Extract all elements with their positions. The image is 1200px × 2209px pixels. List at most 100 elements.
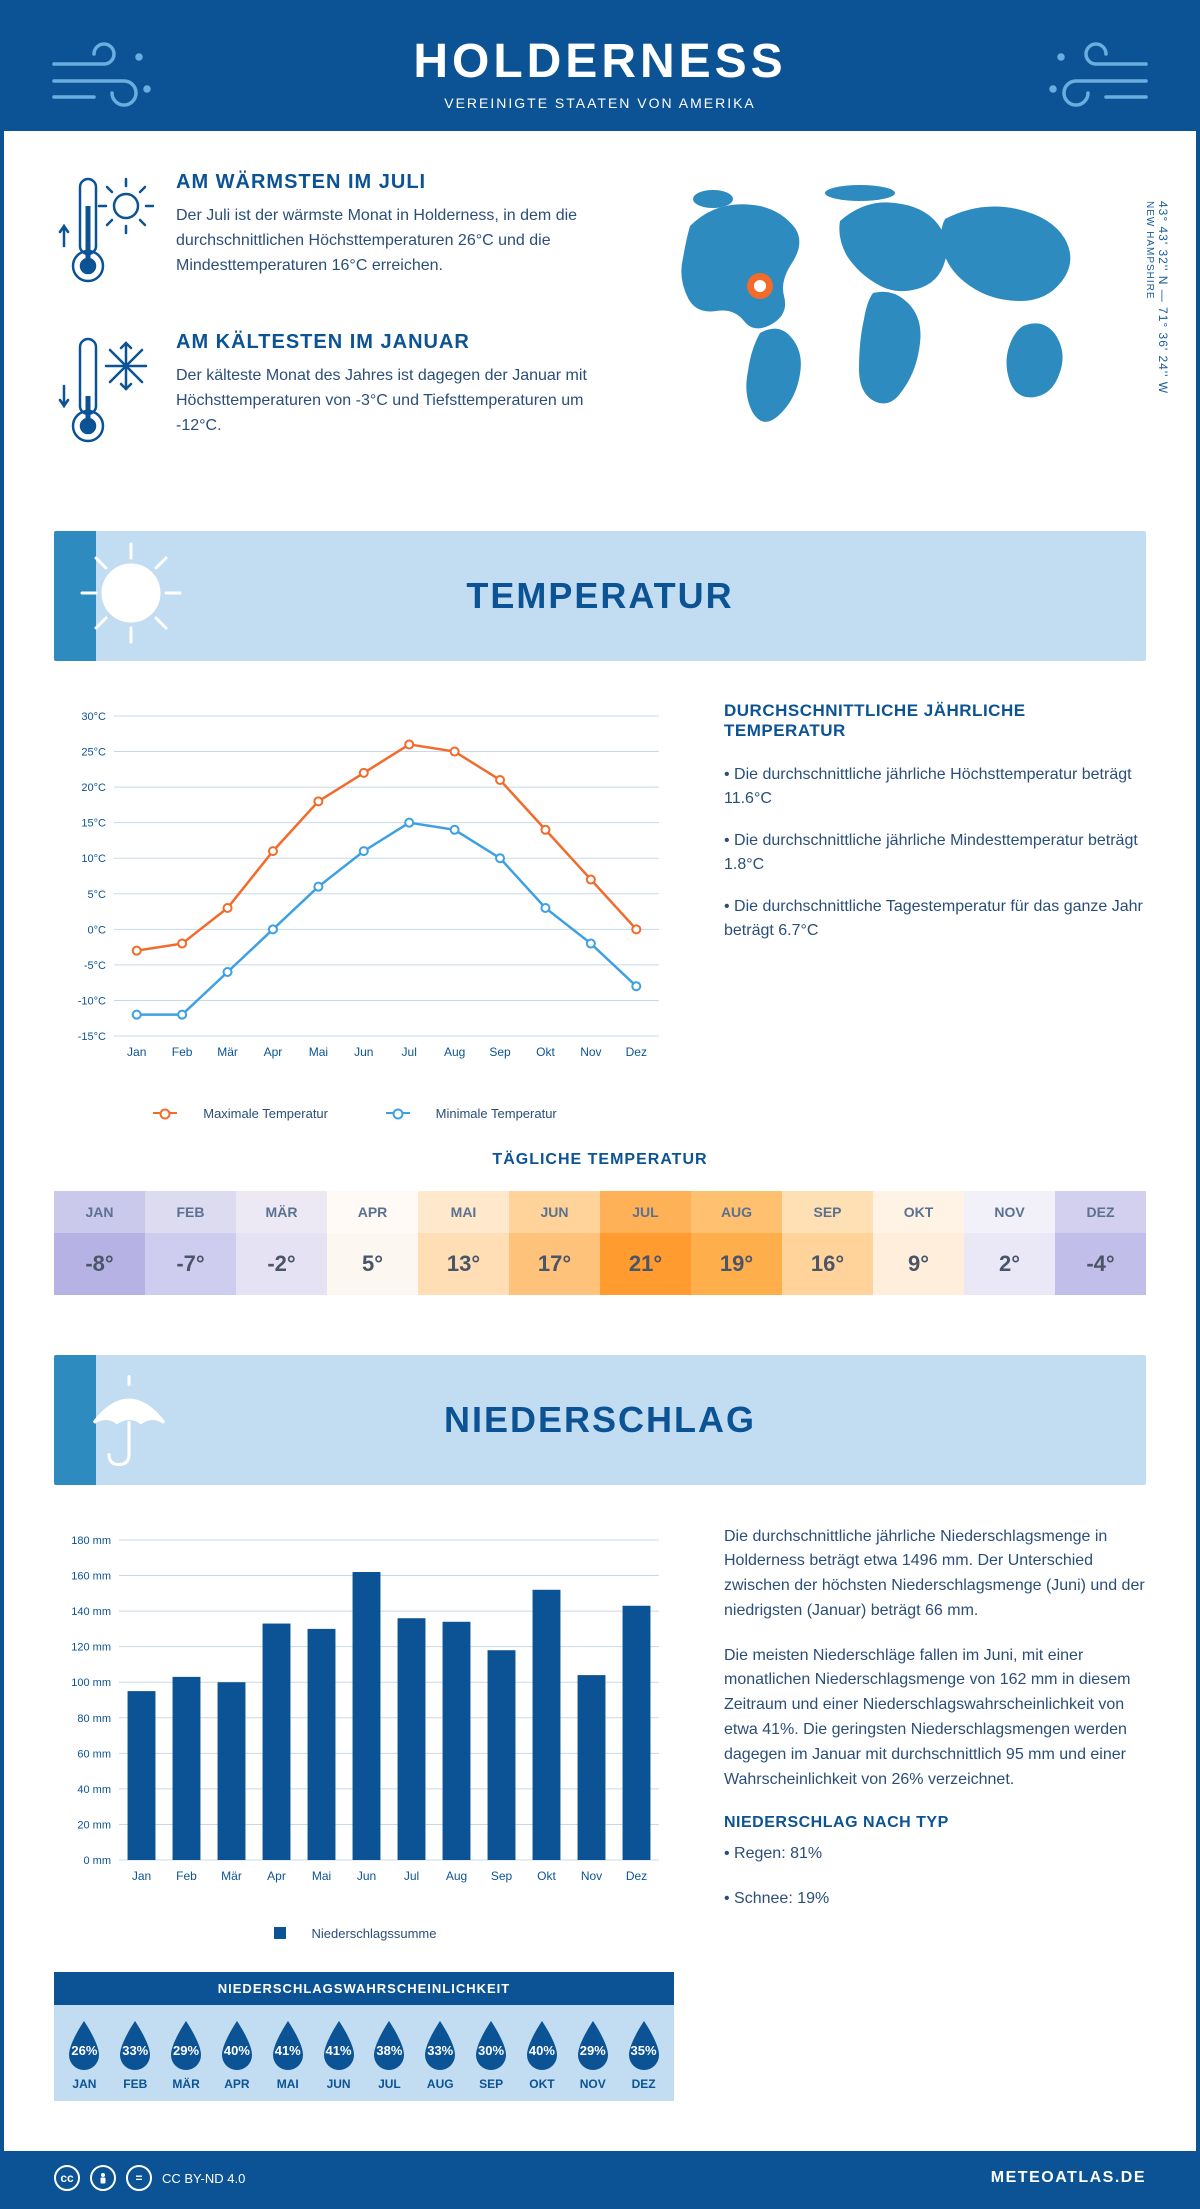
temperature-title: TEMPERATUR [466,575,733,617]
summary-avg: • Die durchschnittliche Tagestemperatur … [724,895,1146,943]
daily-temp-title: TÄGLICHE TEMPERATUR [54,1151,1146,1169]
temp-cell: 5° [327,1233,418,1295]
warmest-block: AM WÄRMSTEN IM JULI Der Juli ist der wär… [54,171,605,296]
coldest-block: AM KÄLTESTEN IM JANUAR Der kälteste Mona… [54,331,605,456]
svg-text:30°C: 30°C [81,711,106,723]
svg-text:-15°C: -15°C [78,1031,106,1043]
header: HOLDERNESS VEREINIGTE STAATEN VON AMERIK… [4,4,1196,131]
probability-month: NOV [568,2077,617,2091]
region-value: NEW HAMPSHIRE [1144,201,1155,300]
temp-cell: 13° [418,1233,509,1295]
month-cell: SEP [782,1191,873,1233]
probability-cell: 40% APR [212,2019,261,2091]
coord-value: 43° 43' 32'' N — 71° 36' 24'' W [1156,201,1170,394]
probability-cell: 35% DEZ [619,2019,668,2091]
svg-text:25°C: 25°C [81,747,106,759]
probability-month: DEZ [619,2077,668,2091]
sun-icon [74,536,189,656]
legend-min: Minimale Temperatur [436,1106,557,1121]
svg-text:Jun: Jun [354,1045,373,1059]
daily-temperature: TÄGLICHE TEMPERATUR JANFEBMÄRAPRMAIJUNJU… [4,1151,1196,1335]
svg-text:15°C: 15°C [81,818,106,830]
svg-text:-5°C: -5°C [84,960,106,972]
precipitation-title: NIEDERSCHLAG [444,1399,756,1441]
wind-icon [1041,39,1151,124]
probability-cell: 29%MÄR [162,2019,211,2091]
svg-text:Apr: Apr [267,1869,286,1883]
month-cell: JUL [600,1191,691,1233]
drop-icon: 38% [369,2019,409,2071]
precipitation-banner: NIEDERSCHLAG [54,1355,1146,1485]
drop-icon: 41% [268,2019,308,2071]
summary-high: • Die durchschnittliche jährliche Höchst… [724,763,1146,811]
wind-icon [49,39,159,124]
month-cell: FEB [145,1191,236,1233]
drop-icon: 33% [420,2019,460,2071]
month-cell: APR [327,1191,418,1233]
summary-title: DURCHSCHNITTLICHE JÄHRLICHE TEMPERATUR [724,701,1146,741]
drop-icon: 41% [319,2019,359,2071]
svg-text:40 mm: 40 mm [77,1783,111,1795]
svg-text:Jul: Jul [402,1045,417,1059]
world-map-block: 43° 43' 32'' N — 71° 36' 24'' W NEW HAMP… [645,171,1146,491]
intro-left: AM WÄRMSTEN IM JULI Der Juli ist der wär… [54,171,605,491]
svg-text:180 mm: 180 mm [71,1535,111,1547]
thermometer-cold-icon [54,331,154,456]
probability-month: JUN [314,2077,363,2091]
legend-max: Maximale Temperatur [203,1106,328,1121]
temperature-summary: DURCHSCHNITTLICHE JÄHRLICHE TEMPERATUR •… [724,701,1146,1121]
temp-cell: 16° [782,1233,873,1295]
precip-para-1: Die durchschnittliche jährliche Niedersc… [724,1525,1146,1624]
temp-cell: 21° [600,1233,691,1295]
precipitation-section: 0 mm20 mm40 mm60 mm80 mm100 mm120 mm140 … [4,1485,1196,2132]
summary-low: • Die durchschnittliche jährliche Mindes… [724,829,1146,877]
svg-text:Sep: Sep [489,1045,511,1059]
umbrella-icon [74,1362,184,1477]
month-cell: AUG [691,1191,782,1233]
svg-text:5°C: 5°C [88,889,107,901]
probability-month: AUG [416,2077,465,2091]
drop-icon: 29% [573,2019,613,2071]
probability-cell: 33% AUG [416,2019,465,2091]
probability-month: JAN [60,2077,109,2091]
svg-text:Okt: Okt [537,1869,556,1883]
nd-icon: = [126,2165,152,2191]
page: HOLDERNESS VEREINIGTE STAATEN VON AMERIK… [0,0,1200,2209]
probability-cell: 33%FEB [111,2019,160,2091]
probability-row: 26%JAN33%FEB29%MÄR40%APR41%MAI41%JUN38%J… [54,2005,674,2101]
svg-text:0 mm: 0 mm [84,1855,112,1867]
svg-text:60 mm: 60 mm [77,1748,111,1760]
month-cell: DEZ [1055,1191,1146,1233]
footer: cc = CC BY-ND 4.0 METEOATLAS.DE [4,2151,1196,2205]
world-map-icon [645,171,1105,441]
svg-text:10°C: 10°C [81,853,106,865]
page-subtitle: VEREINIGTE STAATEN VON AMERIKA [24,95,1176,111]
svg-text:Nov: Nov [581,1869,602,1883]
svg-text:0°C: 0°C [88,924,107,936]
svg-text:140 mm: 140 mm [71,1606,111,1618]
probability-cell: 40%OKT [517,2019,566,2091]
precipitation-chart: 0 mm20 mm40 mm60 mm80 mm100 mm120 mm140 … [54,1525,674,1905]
precipitation-text: Die durchschnittliche jährliche Niedersc… [724,1525,1146,2102]
svg-text:Aug: Aug [446,1869,467,1883]
intro-section: AM WÄRMSTEN IM JULI Der Juli ist der wär… [4,131,1196,511]
svg-text:160 mm: 160 mm [71,1570,111,1582]
probability-cell: 38%JUL [365,2019,414,2091]
probability-month: APR [212,2077,261,2091]
coldest-text: Der kälteste Monat des Jahres ist dagege… [176,364,605,438]
month-cell: NOV [964,1191,1055,1233]
month-cell: OKT [873,1191,964,1233]
drop-icon: 40% [217,2019,257,2071]
svg-text:20 mm: 20 mm [77,1819,111,1831]
temperature-banner: TEMPERATUR [54,531,1146,661]
drop-icon: 35% [624,2019,664,2071]
probability-month: SEP [467,2077,516,2091]
month-cell: JUN [509,1191,600,1233]
temp-cell: -7° [145,1233,236,1295]
precip-snow: • Schnee: 19% [724,1887,1146,1912]
temp-cell: -2° [236,1233,327,1295]
svg-text:Feb: Feb [176,1869,197,1883]
svg-text:Jan: Jan [127,1045,146,1059]
by-icon [90,2165,116,2191]
probability-cell: 41% JUN [314,2019,363,2091]
